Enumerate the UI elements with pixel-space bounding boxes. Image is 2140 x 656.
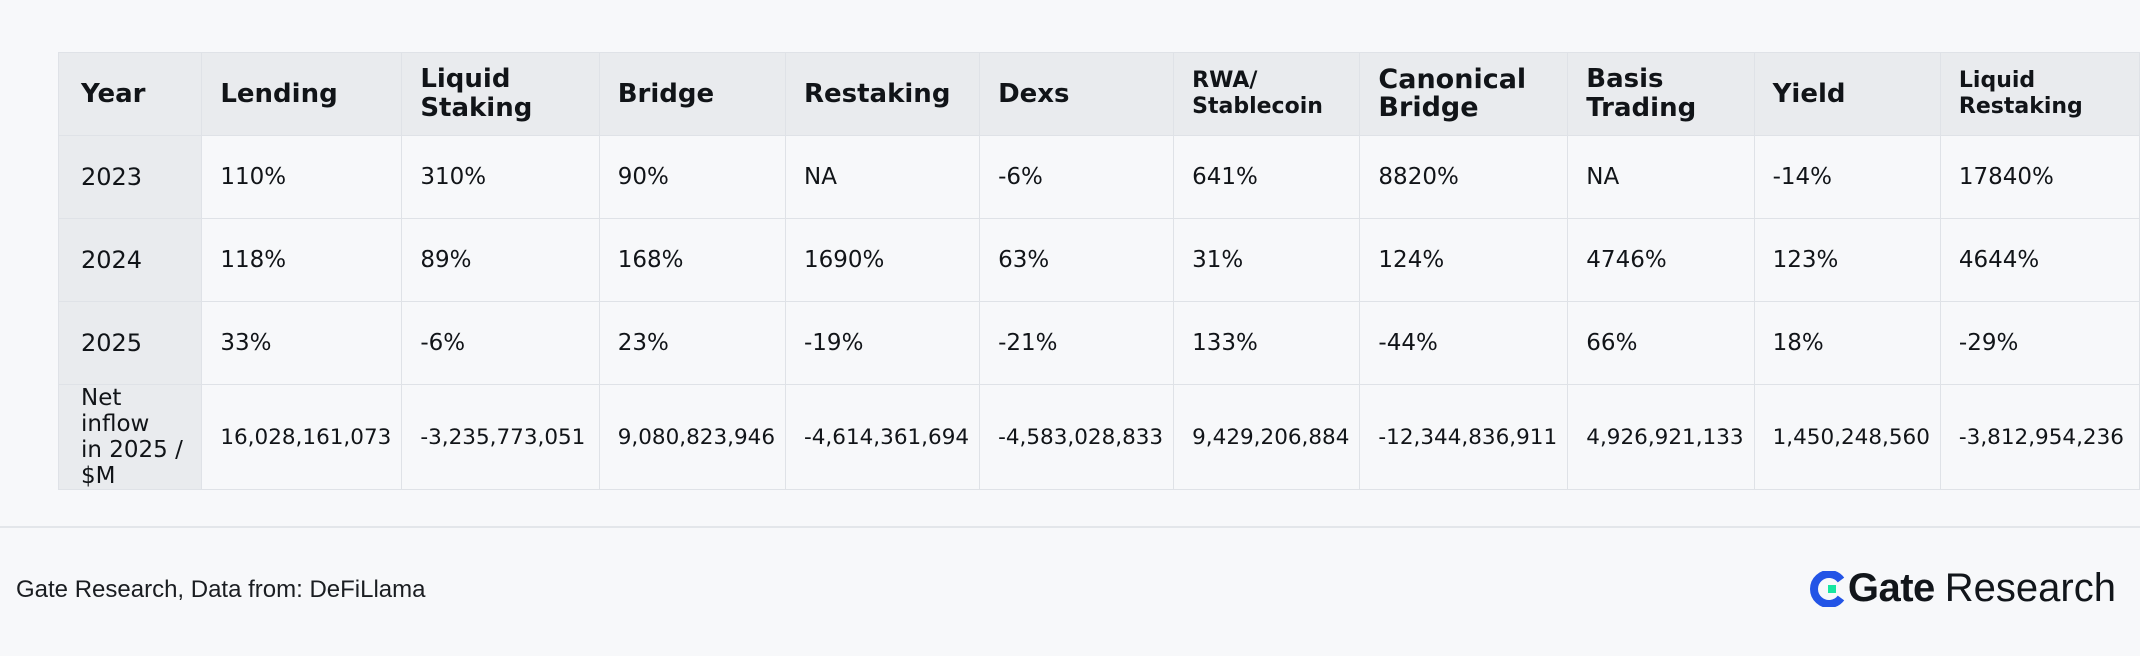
cell-dexs: -21% [979, 301, 1175, 385]
cell-rwa-stablecoin: 31% [1173, 218, 1361, 302]
cell-basis-trading: NA [1567, 135, 1755, 219]
row-label: 2024 [57, 218, 203, 302]
cell-bridge: 90% [598, 135, 787, 219]
cell-yield: 123% [1753, 218, 1941, 302]
cell-basis-trading: 4746% [1567, 218, 1755, 302]
cell-liquid-restaking: -29% [1939, 301, 2140, 385]
cell-restaking: -19% [784, 301, 981, 385]
cell-liquid-restaking: -3,812,954,236 [1939, 384, 2140, 490]
cell-dexs: -6% [979, 135, 1175, 219]
annual-growth-table: Year Lending Liquid Staking Bridge Resta… [57, 52, 2140, 490]
header-yield: Yield [1753, 52, 1941, 136]
header-dexs: Dexs [979, 52, 1175, 136]
table-body: 2023 110% 310% 90% NA -6% 641% 8820% NA -14% 17840… [57, 135, 2140, 490]
cell-yield: 18% [1753, 301, 1941, 385]
cell-rwa-stablecoin: 9,429,206,884 [1173, 384, 1361, 490]
row-label: Net inflow in 2025 / $M [57, 384, 203, 490]
cell-basis-trading: 4,926,921,133 [1567, 384, 1755, 490]
cell-restaking: 1690% [784, 218, 981, 302]
cell-lending: 110% [201, 135, 403, 219]
cell-bridge: 9,080,823,946 [598, 384, 787, 490]
table-row: 2024 118% 89% 168% 1690% 63% 31% 124% 4746% 123% 4… [57, 218, 2140, 302]
cell-yield: 1,450,248,560 [1753, 384, 1941, 490]
header-rwa-stablecoin: RWA/ Stablecoin [1173, 52, 1361, 136]
header-liquid-staking: Liquid Staking [401, 52, 600, 136]
cell-canonical-bridge: -12,344,836,911 [1359, 384, 1569, 490]
table-row: 2025 33% -6% 23% -19% -21% 133% -44% 66% 18% -29% [57, 301, 2140, 385]
table-row: Net inflow in 2025 / $M 16,028,161,073 -3,… [57, 384, 2140, 490]
brand-logo: Gate Research [1809, 566, 2116, 611]
cell-lending: 33% [201, 301, 403, 385]
header-bridge: Bridge [598, 52, 787, 136]
cell-bridge: 168% [598, 218, 787, 302]
cell-rwa-stablecoin: 133% [1173, 301, 1361, 385]
cell-canonical-bridge: 8820% [1359, 135, 1569, 219]
header-lending: Lending [201, 52, 403, 136]
row-label: 2025 [57, 301, 203, 385]
cell-basis-trading: 66% [1567, 301, 1755, 385]
footer-divider [0, 526, 2140, 528]
cell-canonical-bridge: 124% [1359, 218, 1569, 302]
header-basis-trading: Basis Trading [1567, 52, 1755, 136]
cell-bridge: 23% [598, 301, 787, 385]
cell-liquid-staking: -3,235,773,051 [401, 384, 600, 490]
cell-dexs: 63% [979, 218, 1175, 302]
brand-suffix: Research [1944, 566, 2116, 610]
cell-liquid-staking: 310% [401, 135, 600, 219]
cell-liquid-restaking: 17840% [1939, 135, 2140, 219]
cell-yield: -14% [1753, 135, 1941, 219]
cell-lending: 118% [201, 218, 403, 302]
header-restaking: Restaking [784, 52, 981, 136]
row-label: 2023 [57, 135, 203, 219]
header-canonical-bridge: Canonical Bridge [1359, 52, 1569, 136]
data-table-container: Year Lending Liquid Staking Bridge Resta… [57, 52, 2140, 490]
cell-rwa-stablecoin: 641% [1173, 135, 1361, 219]
header-year: Year [57, 52, 203, 136]
cell-liquid-staking: 89% [401, 218, 600, 302]
cell-restaking: NA [784, 135, 981, 219]
header-liquid-restaking: Liquid Restaking [1939, 52, 2140, 136]
cell-liquid-staking: -6% [401, 301, 600, 385]
table-row: 2023 110% 310% 90% NA -6% 641% 8820% NA -14% 17840… [57, 135, 2140, 219]
table-header: Year Lending Liquid Staking Bridge Resta… [57, 52, 2140, 136]
cell-dexs: -4,583,028,833 [979, 384, 1175, 490]
cell-canonical-bridge: -44% [1359, 301, 1569, 385]
source-caption: Gate Research, Data from: DeFiLlama [16, 576, 426, 603]
header-row: Year Lending Liquid Staking Bridge Resta… [57, 52, 2140, 136]
cell-liquid-restaking: 4644% [1939, 218, 2140, 302]
gate-logo-icon [1809, 570, 1846, 607]
brand-name: Gate [1847, 566, 1935, 610]
cell-lending: 16,028,161,073 [201, 384, 403, 490]
cell-restaking: -4,614,361,694 [784, 384, 981, 490]
